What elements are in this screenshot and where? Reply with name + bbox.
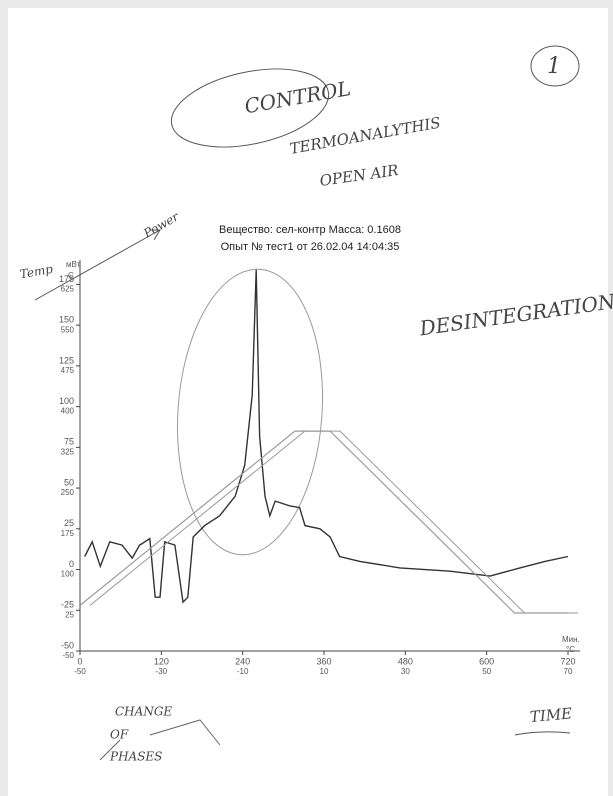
handwritten-note: TIME	[529, 704, 573, 726]
handwritten-note: 1	[547, 54, 561, 79]
x-tick-label: 240	[235, 656, 250, 666]
page: Вещество: сел-контр Масса: 0.1608 Опыт №…	[0, 0, 613, 796]
y-tick-label: -25	[61, 600, 74, 610]
y2-tick-label: 550	[61, 325, 75, 334]
y2-tick-label: 400	[61, 407, 75, 416]
handwritten-note: CHANGE	[115, 705, 172, 719]
x-axis-label: Мин.	[562, 635, 580, 644]
y2-tick-label: 325	[61, 447, 75, 456]
y2-tick-label: 100	[61, 570, 75, 579]
scan: Вещество: сел-контр Масса: 0.1608 Опыт №…	[0, 0, 613, 796]
x-tick-label: 480	[398, 656, 413, 666]
y-tick-label: -50	[61, 640, 74, 650]
x2-tick-label: -50	[74, 667, 86, 676]
handwritten-note: OF	[110, 728, 129, 742]
x2-tick-label: -10	[237, 667, 249, 676]
x2-tick-label: -30	[156, 667, 168, 676]
y-tick-label: 50	[64, 477, 74, 487]
y2-tick-label: 475	[61, 366, 75, 375]
x-tick-label: 720	[560, 656, 575, 666]
x2-tick-label: 70	[564, 667, 573, 676]
x2-tick-label: 50	[482, 667, 491, 676]
paper	[8, 8, 608, 796]
y-tick-label: 100	[59, 396, 74, 406]
y2-tick-label: 175	[61, 529, 75, 538]
x-tick-label: 120	[154, 656, 169, 666]
y2-tick-label: -50	[62, 651, 74, 660]
y-tick-label: 125	[59, 355, 74, 365]
x-tick-label: 600	[479, 656, 494, 666]
y-tick-label: 75	[64, 437, 74, 447]
chart-subtitle: Опыт № тест1 от 26.02.04 14:04:35	[221, 241, 400, 253]
y2-tick-label: 25	[65, 610, 74, 619]
y2-tick-label: 625	[61, 285, 75, 294]
y-tick-label: 0	[69, 559, 74, 569]
y-tick-label: 25	[64, 518, 74, 528]
x-tick-label: 360	[316, 656, 331, 666]
x-tick-label: 0	[77, 656, 82, 666]
handwritten-note: PHASES	[109, 750, 162, 764]
x2-tick-label: 30	[401, 667, 410, 676]
y-tick-label: 175	[59, 274, 74, 284]
y-tick-label: 150	[59, 315, 74, 325]
x2-axis-label: °C	[566, 645, 575, 654]
y-axis-label: мВт	[66, 260, 81, 269]
x2-tick-label: 10	[320, 667, 329, 676]
y2-tick-label: 250	[61, 488, 75, 497]
chart-title: Вещество: сел-контр Масса: 0.1608	[219, 224, 401, 236]
